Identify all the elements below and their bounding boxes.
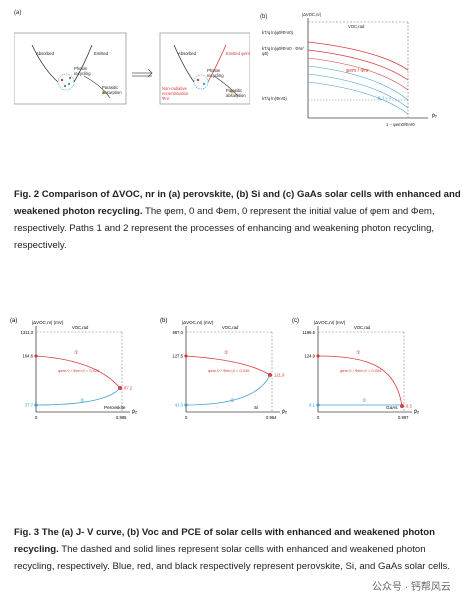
nonrad-label-right: Non-radiative recombination Φnr [162, 86, 189, 101]
red-path-1 [317, 355, 403, 407]
curve-1 [307, 41, 409, 71]
emitted-label-right: Emitted φem [226, 51, 250, 56]
x-tick-0: 0 [35, 415, 38, 420]
emitted-ray [73, 44, 93, 83]
x-axis-label: P̄r [132, 409, 137, 416]
path-1-marker: ① [74, 350, 79, 356]
x-tick-end: 0.964 [266, 415, 277, 420]
blue-end-point [316, 403, 320, 407]
ratio-label: φem,0 / Φem,0 = 0.026 [58, 368, 100, 373]
panel-label: (b) [160, 318, 167, 324]
fig2b-top-label: VOC,rad [348, 24, 365, 29]
parasitic-label-right: Parasitic absorption [226, 88, 246, 98]
curve-3 [307, 57, 409, 91]
fig2a-diagram [14, 32, 250, 105]
panel-label: (a) [10, 318, 17, 324]
red-path-1 [35, 355, 121, 389]
fig2b-xtick: 1 − φem0/Φnr0 [386, 122, 415, 127]
fig2-caption-body: The φem, 0 and Φem, 0 represent the init… [14, 206, 435, 251]
y-tick-top: 987.0 [173, 330, 184, 335]
fig3-caption-body: The dashed and solid lines represent sol… [14, 544, 450, 572]
top-label: VOC,rad [354, 325, 371, 330]
fig3-plots: (a) |ΔVOC,nr| (mV) VOC,rad 1311.3 104.6 87.2 ①… [10, 318, 419, 420]
x-tick-end: 0.985 [116, 415, 127, 420]
watermark: 公众号 · 钙帮风云 [372, 582, 451, 593]
fig2b-plot [307, 18, 428, 119]
blue-path-2 [185, 374, 271, 406]
fig2b-xlabel: P̄r [432, 114, 437, 120]
red-path-1 [185, 355, 271, 376]
y-tick-mid: 124.9 [305, 354, 316, 359]
recycling-loop [57, 73, 75, 91]
y-tick-mid: 127.5 [173, 354, 184, 359]
x-tick-end: 0.997 [398, 415, 409, 420]
top-label: VOC,rad [222, 325, 239, 330]
red-end-value: 6.5 [406, 404, 412, 409]
x-tick-0: 0 [185, 415, 188, 420]
material-name: Perovskite [104, 405, 126, 410]
emitted-label-left: Emitted [94, 51, 109, 56]
x-axis-label: P̄r [282, 409, 287, 416]
fig2-caption-title: Fig. 2 Comparison of ΔVOC, nr in (a) per… [14, 189, 461, 217]
x-tick-0: 0 [317, 415, 320, 420]
y-tick-mid: 104.6 [23, 354, 34, 359]
y-axis-label: |ΔVOC,nr| (mV) [182, 320, 214, 325]
absorbed-label-left: Absorbed [36, 51, 54, 56]
absorbed-label-right: Absorbed [178, 51, 196, 56]
path-2-marker: ② [362, 398, 367, 404]
right-device-box [159, 32, 250, 105]
ratio-label: φem,0 / Φem,0 = 0.036 [208, 368, 250, 373]
y-tick-top: 1311.3 [21, 330, 34, 335]
left-device-box [14, 32, 127, 105]
x-axis-label: P̄r [414, 409, 419, 416]
path-1-marker: ① [224, 350, 229, 356]
parasitic-label-left: Parasitic absorption [102, 85, 122, 95]
panel-label-a: (a) [14, 10, 22, 16]
ratio-label: φem,0 / Φem,0 = 0.006 [340, 368, 382, 373]
fig2b-g-label: g_r = 1 [378, 95, 392, 100]
fig2-panel-b: (b) |ΔVOC,nr| VOC,rad kT/q ln(φ0/Φnr0) k… [258, 10, 463, 150]
y-tick-top: 1196.5 [303, 330, 316, 335]
red-end-value: 121.9 [274, 373, 285, 378]
top-label: VOC,rad [72, 325, 89, 330]
panel-label: (c) [292, 318, 299, 324]
fig2-caption: Fig. 2 Comparison of ΔVOC, nr in (a) per… [14, 186, 464, 254]
material-name: Si [254, 405, 258, 410]
recycling-label-right: Photon recycling [207, 68, 224, 78]
fig2b-ytick1: kT/q ln(φ0/Φnr0) [262, 30, 293, 35]
curve-5 [307, 73, 409, 109]
blue-end-point [184, 403, 188, 407]
fig2b-ytick2: kT/q ln(φ0/Φnr0 · Φnr/φ0) [262, 46, 304, 56]
y-axis-label: |ΔVOC,nr| (mV) [32, 320, 64, 325]
recycling-label-left: Photon recycling [74, 66, 91, 76]
y-tick-low: 41.0 [175, 403, 184, 408]
curve-6 [307, 81, 409, 115]
absorbed-ray [31, 44, 59, 83]
blue-path-2 [35, 387, 121, 406]
fig2b-curve-label: φem / Φnr [346, 68, 369, 74]
fig2b-ylabel: |ΔVOC,nr| [302, 12, 321, 17]
blue-end-point [34, 403, 38, 407]
fig2-panel-a: (a) Absorbed Emitted Photon recycling Pa… [14, 10, 250, 130]
path-2-marker: ② [230, 398, 235, 404]
y-tick-low: 8.1 [309, 403, 315, 408]
curve-2 [307, 49, 409, 81]
y-axis-label: |ΔVOC,nr| (mV) [314, 320, 346, 325]
panel-label-b: (b) [260, 14, 268, 20]
path-2-marker: ② [80, 398, 85, 404]
path-1-marker: ① [356, 350, 361, 356]
fig2b-ytick3: kT/q ln(Φnr0) [262, 96, 287, 101]
red-end-value: 87.2 [124, 386, 133, 391]
fig3-caption: Fig. 3 The (a) J- V curve, (b) Voc and P… [14, 524, 464, 575]
curve-4 [307, 65, 409, 101]
y-tick-low: 37.7 [25, 403, 34, 408]
material-name: GaAs [386, 405, 398, 410]
fig3-caption-title: Fig. 3 The (a) J- V curve, (b) Voc and P… [14, 527, 435, 555]
fig3-panels: (a) |ΔVOC,nr| (mV) VOC,rad 1311.3 104.6 87.2 ①… [10, 306, 468, 436]
